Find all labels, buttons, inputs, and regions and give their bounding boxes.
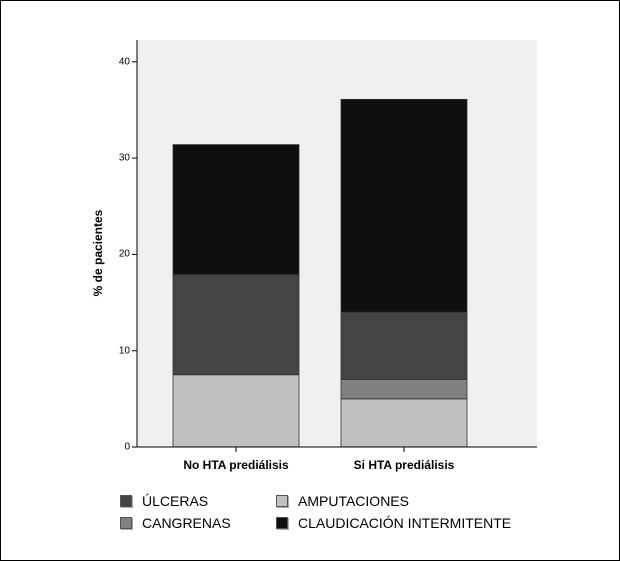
y-tick-label-0: 0 (124, 441, 130, 453)
bar-segment-1-3 (340, 98, 468, 313)
legend-label-ulceras: ÚLCERAS (142, 493, 209, 509)
legend-swatch-ulceras (120, 495, 132, 507)
x-tick-label-no-hta: No HTA prediálisis (183, 458, 289, 472)
bar-segment-0-2 (172, 274, 300, 376)
x-tick-label-si-hta: Si HTA prediálisis (353, 458, 455, 472)
bar-segment-0-3 (172, 144, 300, 276)
y-axis-label: % de pacientes (91, 209, 105, 297)
axes-group (132, 40, 537, 452)
legend-swatch-amputaciones (276, 495, 288, 507)
bars-group (172, 98, 468, 448)
legend: ÚLCERAS AMPUTACIONES CANGRENAS CLAUDICAC… (80, 485, 550, 555)
legend-item-claudicacion: CLAUDICACIÓN INTERMITENTE (276, 515, 511, 531)
y-tick-label-40: 40 (118, 56, 130, 68)
legend-item-amputaciones: AMPUTACIONES (276, 493, 409, 509)
y-tick-label-30: 30 (118, 152, 130, 164)
bar-segment-1-1 (340, 379, 468, 400)
legend-label-cangrenas: CANGRENAS (142, 515, 231, 531)
bar-segment-1-0 (340, 398, 468, 448)
legend-label-amputaciones: AMPUTACIONES (298, 493, 409, 509)
y-tick-label-10: 10 (118, 345, 130, 357)
legend-swatch-cangrenas (120, 517, 132, 529)
bar-segment-0-0 (172, 374, 300, 448)
y-tick-label-20: 20 (118, 248, 130, 260)
legend-item-cangrenas: CANGRENAS (120, 515, 231, 531)
legend-item-ulceras: ÚLCERAS (120, 493, 208, 509)
legend-label-claudicacion: CLAUDICACIÓN INTERMITENTE (298, 515, 512, 531)
bar-segment-1-2 (340, 311, 468, 380)
legend-swatch-claudicacion (276, 517, 288, 529)
